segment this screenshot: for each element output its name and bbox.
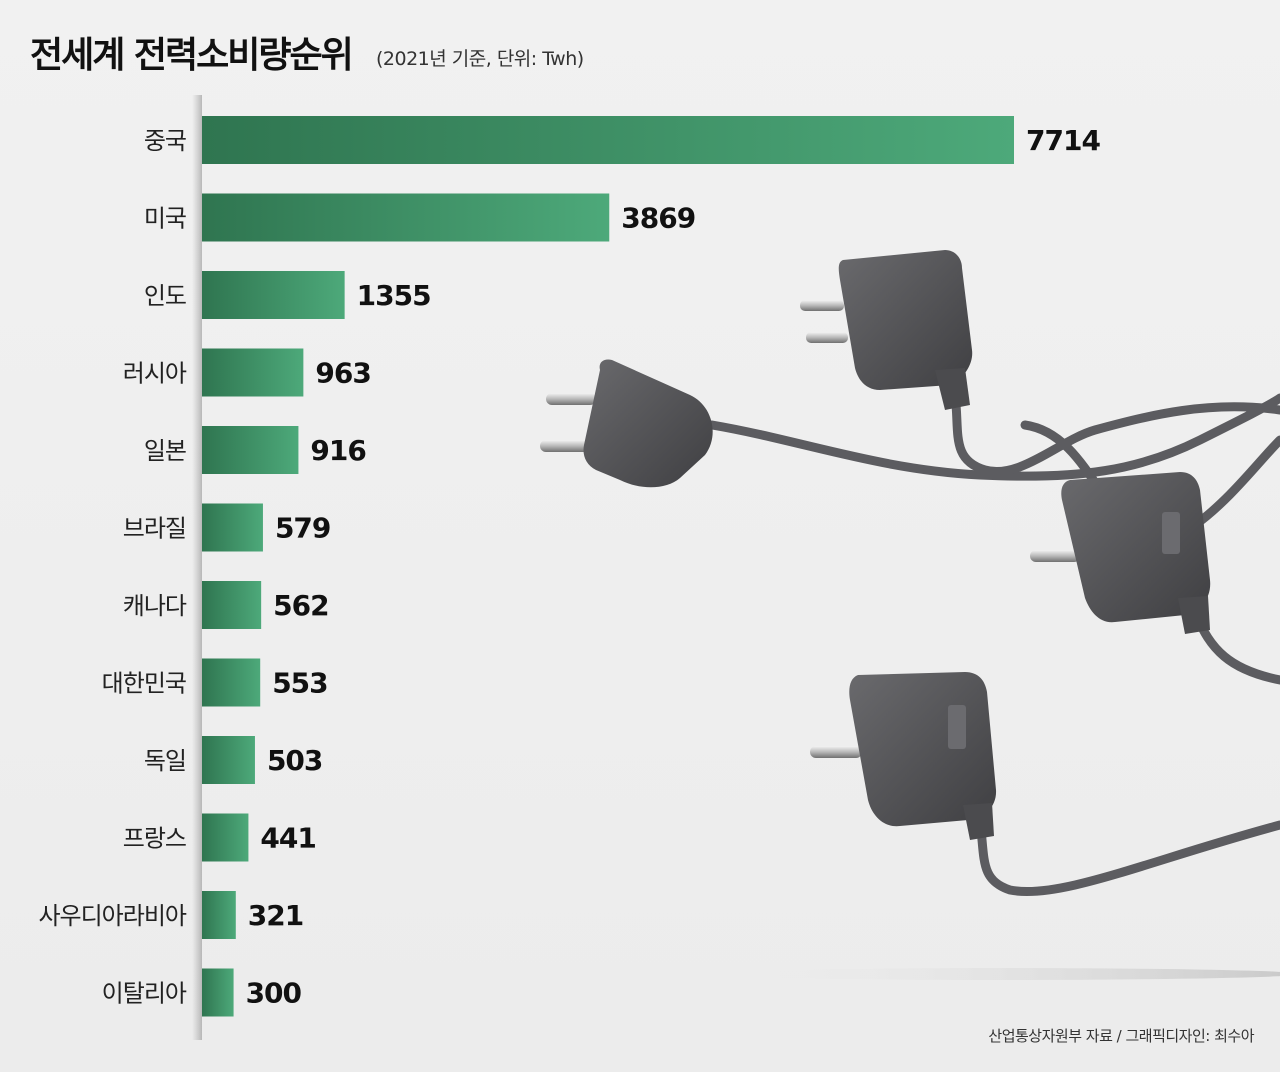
value-label: 7714 xyxy=(1026,124,1100,157)
value-label: 3869 xyxy=(621,202,695,235)
value-label: 562 xyxy=(273,589,328,622)
category-label: 이탈리아 xyxy=(102,980,187,1008)
bar-1 xyxy=(202,193,610,242)
value-label: 963 xyxy=(315,357,370,390)
category-label: 사우디아라비아 xyxy=(38,902,186,930)
category-label: 중국 xyxy=(144,127,186,155)
plug-icon xyxy=(1030,472,1211,634)
bar-8 xyxy=(202,736,255,784)
bar-3 xyxy=(202,348,304,397)
value-label: 441 xyxy=(260,822,315,855)
plug-icon xyxy=(800,250,973,410)
category-label: 프랑스 xyxy=(123,825,186,853)
category-label: 캐나다 xyxy=(123,592,187,620)
category-label: 일본 xyxy=(144,437,186,465)
value-label: 553 xyxy=(272,667,327,700)
bar-5 xyxy=(202,503,263,552)
category-label: 미국 xyxy=(144,205,186,233)
bars-group: 중국 7714 미국 3869 인도 1355 러시아 963 일본 916 브라질 579 캐나다 56… xyxy=(38,116,1101,1017)
plug-icon xyxy=(810,672,997,840)
bar-10 xyxy=(202,891,236,939)
bar-11 xyxy=(202,968,234,1017)
plug-cords xyxy=(707,390,1280,897)
category-label: 대한민국 xyxy=(102,670,186,698)
value-label: 321 xyxy=(248,899,303,932)
bar-7 xyxy=(202,658,261,707)
bar-6 xyxy=(202,581,262,629)
value-label: 579 xyxy=(275,512,330,545)
chart-title: 전세계 전력소비량순위 xyxy=(30,35,354,76)
value-label: 300 xyxy=(246,977,302,1010)
category-label: 러시아 xyxy=(123,360,187,388)
bar-9 xyxy=(202,813,249,862)
value-label: 503 xyxy=(267,744,322,777)
source-note: 산업통상자원부 자료 / 그래픽디자인: 최수아 xyxy=(988,1027,1254,1045)
bar-4 xyxy=(202,426,299,474)
floor-shadow xyxy=(700,968,1280,980)
category-label: 인도 xyxy=(144,282,186,310)
bar-0 xyxy=(202,116,1014,164)
plug-icon xyxy=(540,359,713,488)
value-label: 916 xyxy=(310,434,365,467)
value-label: 1355 xyxy=(357,279,431,312)
category-label: 브라질 xyxy=(123,515,186,543)
axis-shadow xyxy=(192,95,202,1040)
chart-subtitle: (2021년 기준, 단위: Twh) xyxy=(376,48,584,70)
bar-2 xyxy=(202,271,345,319)
category-label: 독일 xyxy=(144,747,186,775)
